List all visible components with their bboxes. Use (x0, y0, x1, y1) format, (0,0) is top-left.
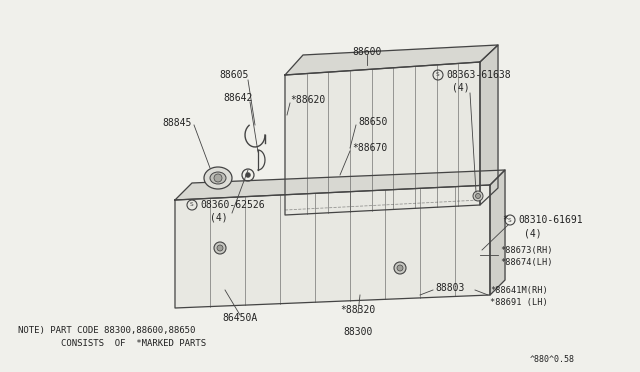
Circle shape (394, 262, 406, 274)
Text: S: S (436, 73, 440, 77)
Text: *88670: *88670 (352, 143, 387, 153)
Polygon shape (285, 62, 480, 215)
Text: (4): (4) (452, 83, 470, 93)
Polygon shape (480, 45, 498, 205)
Text: (4): (4) (210, 213, 228, 223)
Text: 88600: 88600 (352, 47, 381, 57)
Circle shape (476, 193, 481, 199)
Polygon shape (175, 170, 505, 200)
Circle shape (473, 191, 483, 201)
Text: S: S (508, 218, 512, 222)
Text: 08363-61638: 08363-61638 (446, 70, 511, 80)
Text: 08310-61691: 08310-61691 (518, 215, 582, 225)
Ellipse shape (210, 172, 226, 184)
Text: *88674(LH): *88674(LH) (500, 257, 552, 266)
Text: CONSISTS  OF  *MARKED PARTS: CONSISTS OF *MARKED PARTS (18, 340, 206, 349)
Circle shape (214, 242, 226, 254)
Circle shape (217, 245, 223, 251)
Polygon shape (285, 45, 498, 75)
Ellipse shape (204, 167, 232, 189)
Text: (4): (4) (524, 228, 541, 238)
Text: *88673(RH): *88673(RH) (500, 246, 552, 254)
Text: NOTE) PART CODE 88300,88600,88650: NOTE) PART CODE 88300,88600,88650 (18, 326, 195, 334)
Polygon shape (175, 185, 490, 308)
Text: *88691 (LH): *88691 (LH) (490, 298, 548, 307)
Circle shape (246, 173, 250, 177)
Text: ^880^0.58: ^880^0.58 (530, 356, 575, 365)
Text: *: * (502, 215, 508, 225)
Text: 88300: 88300 (343, 327, 372, 337)
Text: 86450A: 86450A (222, 313, 258, 323)
Circle shape (214, 174, 222, 182)
Text: *88620: *88620 (290, 95, 325, 105)
Text: 08360-62526: 08360-62526 (200, 200, 264, 210)
Polygon shape (490, 170, 505, 295)
Text: 88803: 88803 (435, 283, 465, 293)
Text: 88642: 88642 (223, 93, 253, 103)
Text: 88650: 88650 (358, 117, 387, 127)
Text: 88845: 88845 (163, 118, 192, 128)
Text: S: S (190, 202, 194, 208)
Circle shape (397, 265, 403, 271)
Text: 88605: 88605 (220, 70, 249, 80)
Text: *88641M(RH): *88641M(RH) (490, 285, 548, 295)
Text: *88320: *88320 (340, 305, 376, 315)
